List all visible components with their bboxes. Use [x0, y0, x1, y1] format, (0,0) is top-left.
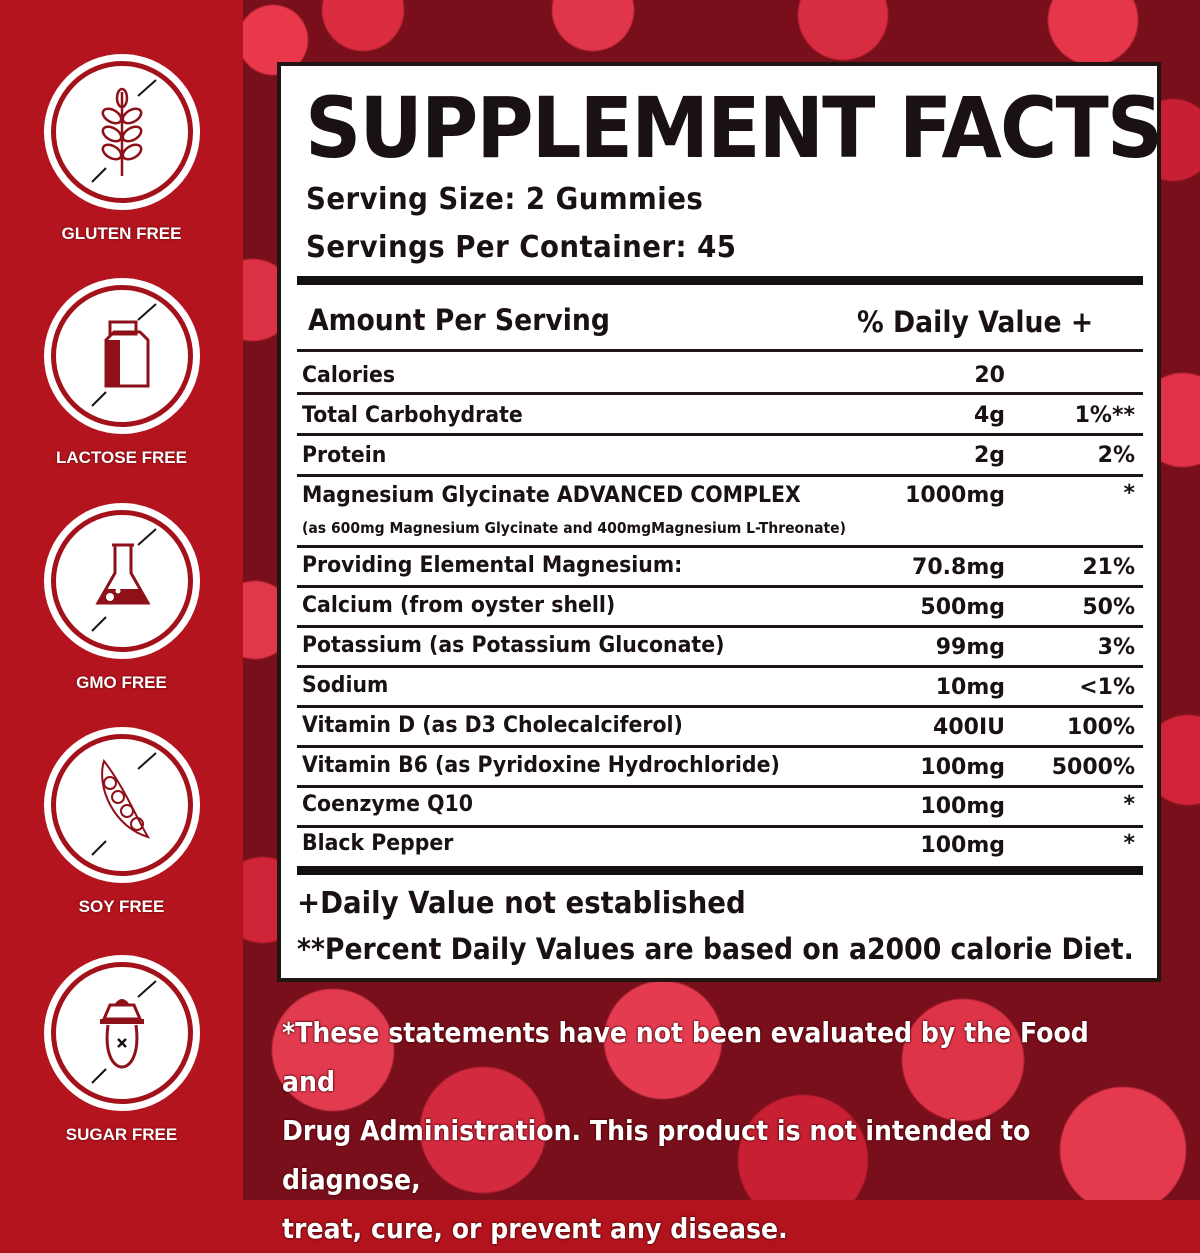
wheat-icon: [43, 54, 200, 210]
nutrient-amount: 99mg: [935, 635, 1005, 660]
nutrient-amount: 500mg: [920, 595, 1005, 620]
badge-label: SOY FREE: [78, 897, 165, 916]
nutrient-amount: 70.8mg: [912, 555, 1005, 580]
nutrient-dv: *: [1123, 792, 1135, 817]
nutrient-name: Sodium: [302, 673, 389, 698]
nutrient-amount: 1000mg: [905, 483, 1005, 508]
nutrient-name: Calories: [302, 363, 396, 388]
nutrient-amount: 2g: [973, 443, 1005, 468]
nutrient-dv: 21%: [1082, 555, 1135, 580]
table-row: Sodium 10mg <1%: [297, 668, 1143, 708]
thick-divider: [297, 866, 1143, 875]
nutrient-dv: *: [1123, 481, 1135, 506]
badge-soy-free: SOY FREE: [0, 727, 243, 917]
daily-value-header: % Daily Value +: [857, 305, 1094, 339]
table-row: Calories 20: [297, 352, 1143, 395]
flask-icon: [43, 503, 200, 659]
nutrient-dv: 50%: [1082, 595, 1135, 620]
table-row: Total Carbohydrate 4g 1%**: [297, 395, 1143, 436]
nutrient-name: Vitamin D (as D3 Cholecalciferol): [302, 713, 683, 738]
divider: [297, 349, 1143, 352]
nutrient-dv: 5000%: [1051, 755, 1135, 780]
fda-disclaimer: *These statements have not been evaluate…: [282, 1016, 1089, 1245]
nutrient-name: Coenzyme Q10: [302, 792, 473, 817]
table-row: Black Pepper 100mg *: [297, 828, 1143, 858]
nutrient-amount: 400IU: [933, 715, 1005, 740]
free-from-panel: GLUTEN FREE LACTOSE FREE: [0, 0, 243, 1200]
nutrient-name: Protein: [302, 443, 387, 468]
nutrient-name: Total Carbohydrate: [302, 403, 523, 428]
badge-label: GMO FREE: [76, 673, 167, 692]
thick-divider: [297, 276, 1143, 285]
badge-label: GLUTEN FREE: [61, 224, 182, 243]
badge-sugar-free: SUGAR FREE: [0, 955, 243, 1145]
nutrient-name: Calcium (from oyster shell): [302, 593, 616, 618]
nutrient-dv: <1%: [1079, 675, 1135, 700]
badge-label: LACTOSE FREE: [56, 448, 187, 467]
table-row: Coenzyme Q10 100mg *: [297, 788, 1143, 828]
pea-pod-icon: [43, 727, 200, 883]
badge-lactose-free: LACTOSE FREE: [0, 278, 243, 468]
amount-per-serving-header: Amount Per Serving: [308, 303, 611, 337]
nutrient-name: Black Pepper: [302, 831, 454, 856]
servings-per-container: Servings Per Container: 45: [306, 230, 737, 265]
badge-gluten-free: GLUTEN FREE: [0, 54, 243, 244]
nutrient-name: Potassium (as Potassium Gluconate): [302, 633, 725, 658]
badge-gmo-free: GMO FREE: [0, 503, 243, 693]
nutrient-name: Magnesium Glycinate ADVANCED COMPLEX: [302, 483, 801, 508]
table-row: Vitamin B6 (as Pyridoxine Hydrochloride)…: [297, 748, 1143, 788]
serving-size: Serving Size: 2 Gummies: [306, 182, 704, 217]
nutrient-amount: 100mg: [920, 755, 1005, 780]
table-row: Magnesium Glycinate ADVANCED COMPLEX 100…: [297, 477, 1143, 548]
nutrient-amount: 20: [974, 363, 1005, 388]
nutrient-subtext: (as 600mg Magnesium Glycinate and 400mgM…: [302, 519, 847, 537]
nutrient-dv: 2%: [1097, 443, 1135, 468]
nutrient-dv: 3%: [1097, 635, 1135, 660]
label-title: SUPPLEMENT FACTS: [305, 79, 1163, 177]
nutrient-amount: 4g: [973, 403, 1005, 428]
badge-label: SUGAR FREE: [65, 1125, 178, 1144]
table-row: Vitamin D (as D3 Cholecalciferol) 400IU …: [297, 708, 1143, 748]
sugar-jar-icon: [43, 955, 200, 1111]
nutrient-dv: 1%**: [1074, 403, 1135, 428]
table-row: Providing Elemental Magnesium: 70.8mg 21…: [297, 548, 1143, 588]
nutrient-amount: 100mg: [920, 833, 1005, 858]
supplement-facts-label: SUPPLEMENT FACTS Serving Size: 2 Gummies…: [277, 62, 1163, 982]
nutrient-name: Vitamin B6 (as Pyridoxine Hydrochloride): [302, 753, 780, 778]
milk-carton-icon: [43, 278, 200, 434]
table-row: Protein 2g 2%: [297, 436, 1143, 477]
nutrient-dv: *: [1123, 831, 1135, 856]
nutrient-amount: 100mg: [920, 794, 1005, 819]
table-row: Calcium (from oyster shell) 500mg 50%: [297, 588, 1143, 628]
nutrient-name: Providing Elemental Magnesium:: [302, 553, 683, 578]
nutrient-dv: 100%: [1067, 715, 1135, 740]
footnote-daily-value: +Daily Value not established: [297, 886, 746, 921]
table-row: Potassium (as Potassium Gluconate) 99mg …: [297, 628, 1143, 668]
nutrient-amount: 10mg: [935, 675, 1005, 700]
footnote-percent-daily: **Percent Daily Values are based on a200…: [297, 932, 1134, 966]
